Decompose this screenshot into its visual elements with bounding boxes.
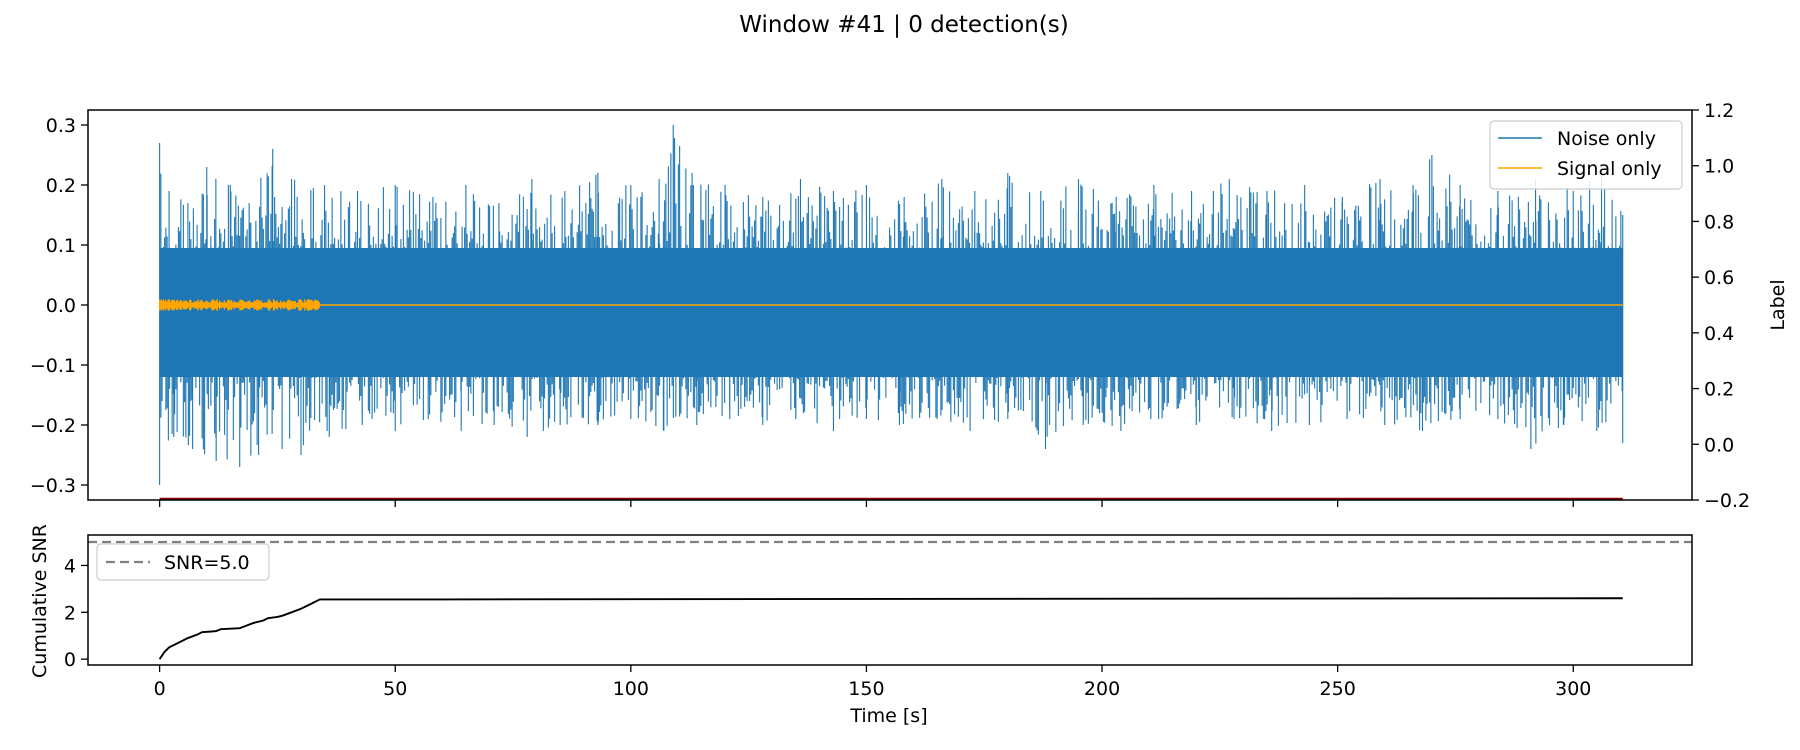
bottom-y-tick-label: 2	[64, 602, 76, 624]
right-y-tick-label: 0.8	[1704, 211, 1734, 233]
bottom-y-axis: 0 2 4	[64, 555, 88, 671]
top-legend: Noise only Signal only	[1489, 120, 1683, 190]
top-panel: −0.3 −0.2 −0.1 0.0 0.1 0.2 0.3 −0.2 0.0 0.2 0.4 0.…	[30, 100, 1789, 512]
bottom-y-tick-label: 4	[64, 555, 76, 577]
top-x-axis	[158, 500, 1574, 507]
right-y-tick-label: 1.0	[1704, 156, 1734, 178]
left-y-tick-label: 0.0	[46, 295, 76, 317]
bottom-x-tick-label: 300	[1555, 678, 1591, 700]
bottom-x-tick-label: 250	[1320, 678, 1356, 700]
bottom-plot-area	[88, 540, 1692, 660]
top-left-y-axis: −0.3 −0.2 −0.1 0.0 0.1 0.2 0.3	[30, 115, 88, 497]
bottom-y-tick-label: 0	[64, 649, 76, 671]
signal-burst	[158, 299, 320, 311]
left-y-tick-label: −0.1	[30, 355, 76, 377]
top-plot-area	[158, 125, 1624, 501]
bottom-legend: SNR=5.0	[96, 543, 270, 581]
left-y-tick-label: −0.2	[30, 415, 76, 437]
bottom-panel: 0 2 4 0 50 100 150 200 250 300 Time [s] Cumulati…	[29, 524, 1693, 727]
y-axis-title: Cumulative SNR	[29, 524, 51, 678]
x-axis-title: Time [s]	[849, 705, 927, 727]
right-y-tick-label: 1.2	[1704, 100, 1734, 122]
label-axis-title: Label	[1767, 279, 1789, 330]
bottom-x-tick-label: 50	[383, 678, 407, 700]
legend-signal-label: Signal only	[1557, 158, 1662, 180]
right-y-tick-label: 0.6	[1704, 267, 1734, 289]
bottom-axes-frame	[87, 534, 1693, 666]
bottom-legend-box	[96, 543, 270, 581]
right-y-tick-label: 0.0	[1704, 434, 1734, 456]
bottom-x-axis: 0 50 100 150 200 250 300	[154, 665, 1591, 700]
top-right-y-axis: −0.2 0.0 0.2 0.4 0.6 0.8 1.0 1.2	[1692, 100, 1750, 512]
bottom-x-tick-label: 0	[154, 678, 166, 700]
noise-only-series	[159, 125, 1624, 485]
figure-title: Window #41 | 0 detection(s)	[739, 12, 1068, 38]
bottom-x-tick-label: 150	[848, 678, 884, 700]
left-y-tick-label: 0.2	[46, 175, 76, 197]
left-y-tick-label: 0.1	[46, 235, 76, 257]
right-y-tick-label: 0.4	[1704, 323, 1734, 345]
legend-noise-label: Noise only	[1557, 128, 1656, 150]
left-y-tick-label: 0.3	[46, 115, 76, 137]
left-y-tick-label: −0.3	[30, 475, 76, 497]
legend-threshold-label: SNR=5.0	[164, 552, 250, 574]
bottom-x-tick-label: 100	[613, 678, 649, 700]
bottom-x-tick-label: 200	[1084, 678, 1120, 700]
right-y-tick-label: −0.2	[1704, 490, 1750, 512]
right-y-tick-label: 0.2	[1704, 379, 1734, 401]
cumulative-snr-series	[158, 597, 1623, 660]
